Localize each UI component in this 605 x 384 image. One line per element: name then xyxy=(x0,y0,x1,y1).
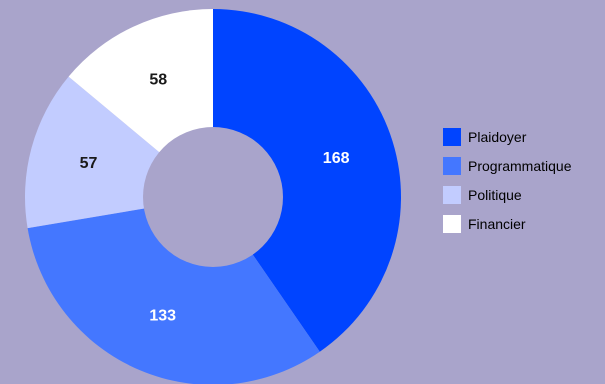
legend-label-politique: Politique xyxy=(468,187,522,203)
legend-item-plaidoyer: Plaidoyer xyxy=(443,128,572,146)
slice-plaidoyer xyxy=(213,9,401,352)
legend-swatch-plaidoyer xyxy=(443,128,461,146)
legend-item-politique: Politique xyxy=(443,186,572,204)
legend: Plaidoyer Programmatique Politique Finan… xyxy=(443,128,572,233)
legend-item-programmatique: Programmatique xyxy=(443,157,572,175)
legend-label-programmatique: Programmatique xyxy=(468,158,572,174)
data-label-programmatique: 133 xyxy=(149,307,176,324)
donut-hole xyxy=(143,127,283,267)
data-label-politique: 57 xyxy=(80,155,98,172)
legend-swatch-programmatique xyxy=(443,157,461,175)
legend-swatch-politique xyxy=(443,186,461,204)
legend-swatch-financier xyxy=(443,215,461,233)
legend-label-financier: Financier xyxy=(468,216,526,232)
legend-item-financier: Financier xyxy=(443,215,572,233)
legend-label-plaidoyer: Plaidoyer xyxy=(468,129,527,145)
slice-programmatique xyxy=(27,197,320,384)
data-label-plaidoyer: 168 xyxy=(323,150,350,167)
labels-group: 168 133 57 58 xyxy=(80,72,350,325)
data-label-financier: 58 xyxy=(149,72,167,89)
